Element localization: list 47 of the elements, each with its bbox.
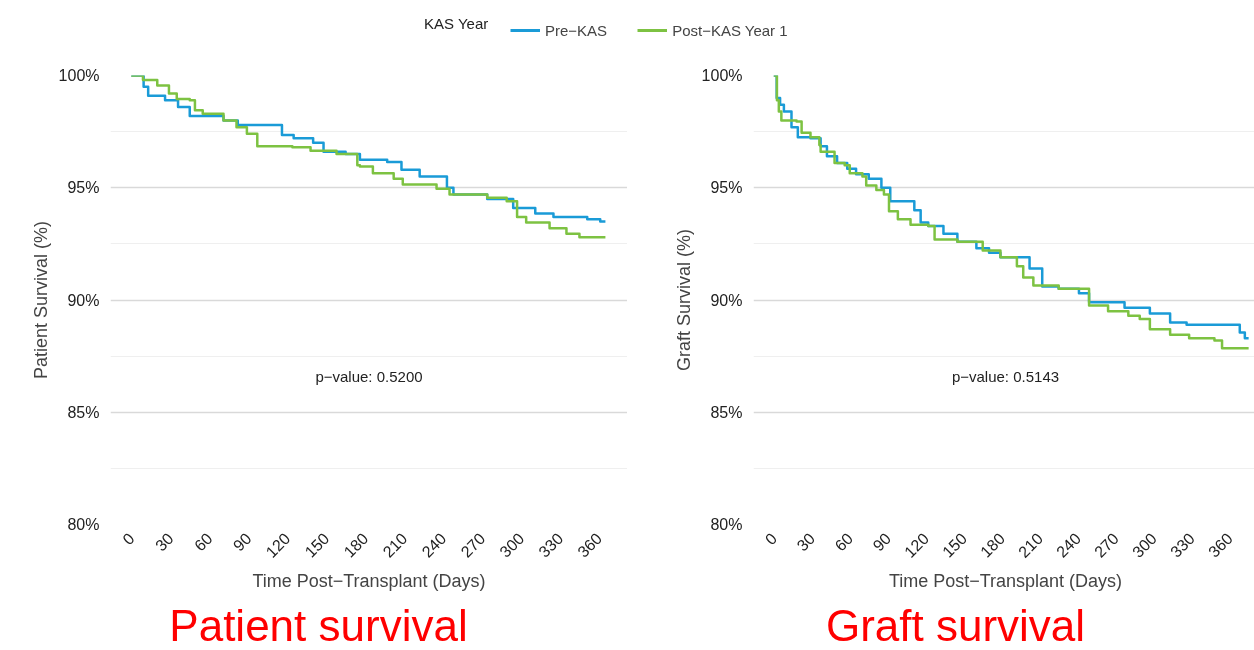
- x-tick-label: 30: [793, 529, 819, 555]
- x-tick-label: 210: [379, 529, 411, 561]
- x-tick-label: 60: [831, 529, 857, 555]
- legend-label: Post−KAS Year 1: [672, 21, 788, 39]
- y-tick-label: 100%: [58, 67, 100, 84]
- x-tick-label: 180: [977, 529, 1009, 561]
- y-tick-label: 100%: [701, 67, 743, 84]
- y-tick-label: 85%: [67, 403, 100, 421]
- x-tick-label: 210: [1015, 529, 1047, 561]
- x-tick-label: 360: [574, 529, 606, 561]
- y-axis-title: Graft Survival (%): [673, 228, 694, 372]
- x-axis-title: Time Post−Transplant (Days): [888, 570, 1123, 591]
- y-tick-label: 80%: [67, 516, 100, 533]
- y-tick-label: 85%: [710, 403, 743, 421]
- y-tick-label: 90%: [710, 291, 743, 309]
- x-tick-label: 150: [301, 529, 333, 561]
- x-tick-label: 360: [1205, 529, 1237, 561]
- y-axis-title: Patient Survival (%): [30, 220, 51, 380]
- y-tick-label: 80%: [710, 516, 743, 533]
- x-tick-label: 240: [418, 529, 450, 561]
- text: Graft survival: [825, 600, 1086, 650]
- legend-label: Pre−KAS: [545, 21, 608, 39]
- x-tick-label: 300: [1129, 529, 1161, 561]
- x-tick-label: 60: [190, 529, 216, 555]
- annotation: p−value: 0.5200: [315, 367, 423, 385]
- legend-title: KAS Year: [424, 15, 489, 32]
- x-tick-label: 270: [1091, 529, 1123, 561]
- y-tick-label: 95%: [67, 179, 100, 197]
- x-tick-label: 120: [262, 529, 294, 561]
- x-tick-label: 90: [229, 529, 255, 555]
- x-tick-label: 300: [496, 529, 528, 561]
- x-tick-label: 120: [901, 529, 933, 561]
- x-tick-label: 330: [535, 529, 567, 561]
- x-tick-label: 330: [1167, 529, 1199, 561]
- annotation: p−value: 0.5143: [951, 367, 1060, 385]
- x-tick-label: 240: [1053, 529, 1085, 561]
- x-tick-label: 0: [119, 529, 138, 549]
- x-tick-label: 90: [869, 529, 895, 555]
- y-tick-label: 90%: [67, 291, 100, 309]
- x-tick-label: 270: [457, 529, 489, 561]
- text: Patient survival: [169, 600, 468, 650]
- x-tick-label: 30: [152, 529, 177, 555]
- x-tick-label: 0: [761, 529, 781, 549]
- x-tick-label: 150: [939, 529, 971, 561]
- y-tick-label: 95%: [710, 179, 743, 197]
- x-tick-label: 180: [340, 529, 372, 561]
- x-axis-title: Time Post−Transplant (Days): [252, 570, 486, 591]
